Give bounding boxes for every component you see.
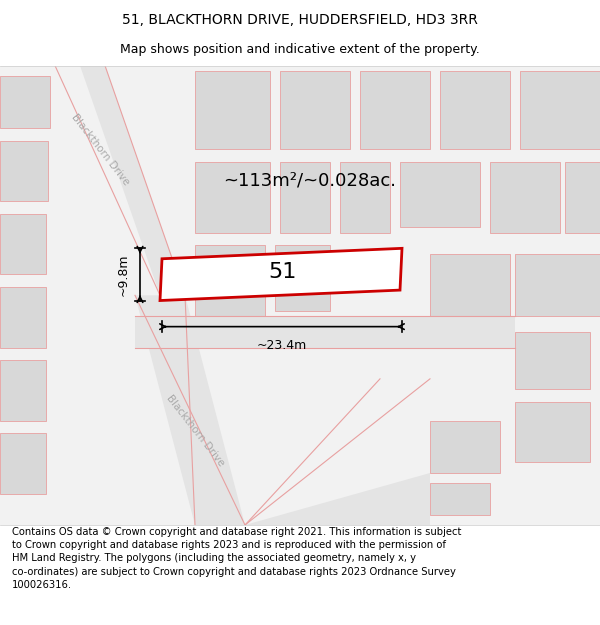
Polygon shape — [0, 360, 46, 421]
Polygon shape — [245, 472, 430, 525]
Polygon shape — [0, 66, 600, 525]
Polygon shape — [515, 332, 590, 389]
Polygon shape — [0, 287, 46, 348]
Polygon shape — [135, 295, 245, 525]
Polygon shape — [430, 483, 490, 514]
Polygon shape — [160, 248, 402, 301]
Polygon shape — [0, 76, 50, 128]
Polygon shape — [135, 316, 515, 348]
Text: ~23.4m: ~23.4m — [257, 339, 307, 352]
Polygon shape — [280, 162, 330, 232]
Text: Blackthorn Drive: Blackthorn Drive — [164, 394, 226, 469]
Polygon shape — [440, 71, 510, 149]
Polygon shape — [55, 66, 185, 295]
Text: Map shows position and indicative extent of the property.: Map shows position and indicative extent… — [120, 42, 480, 56]
Polygon shape — [195, 162, 270, 232]
Text: Contains OS data © Crown copyright and database right 2021. This information is : Contains OS data © Crown copyright and d… — [12, 527, 461, 590]
Polygon shape — [430, 254, 510, 316]
Polygon shape — [565, 162, 600, 232]
Polygon shape — [515, 402, 590, 462]
Polygon shape — [195, 71, 270, 149]
Polygon shape — [0, 433, 46, 494]
Text: Blackthorn Drive: Blackthorn Drive — [69, 112, 131, 187]
Polygon shape — [360, 71, 430, 149]
Polygon shape — [400, 162, 480, 228]
Polygon shape — [275, 245, 330, 311]
Polygon shape — [520, 71, 600, 149]
Polygon shape — [430, 421, 500, 472]
Polygon shape — [0, 141, 48, 201]
Text: 51: 51 — [269, 262, 297, 282]
Text: ~113m²/~0.028ac.: ~113m²/~0.028ac. — [223, 171, 397, 189]
Text: 51, BLACKTHORN DRIVE, HUDDERSFIELD, HD3 3RR: 51, BLACKTHORN DRIVE, HUDDERSFIELD, HD3 … — [122, 12, 478, 27]
Polygon shape — [515, 254, 600, 316]
Polygon shape — [490, 162, 560, 232]
Text: ~9.8m: ~9.8m — [117, 253, 130, 296]
Polygon shape — [195, 245, 265, 316]
Polygon shape — [280, 71, 350, 149]
Polygon shape — [340, 162, 390, 232]
Polygon shape — [0, 214, 46, 274]
